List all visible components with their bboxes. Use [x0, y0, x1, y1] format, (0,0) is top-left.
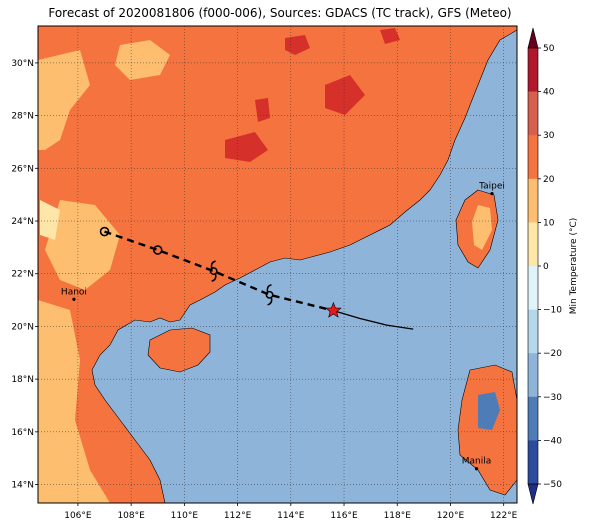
taiwan-mountains — [472, 205, 492, 250]
place-dot — [474, 467, 479, 471]
cool-zone-south — [38, 300, 110, 503]
colorbar-tick-label: −50 — [543, 480, 562, 490]
colorbar-tick-label: −30 — [543, 393, 562, 403]
latitude-ticks: 14°N 16°N 18°N 20°N 22°N 24°N 26°N 28°N 30°N — [11, 59, 38, 491]
colorbar-tick-label: 0 — [543, 262, 549, 272]
colorbar: 50 40 30 20 10 0 −10 −20 −30 −40 −50 — [527, 27, 562, 505]
longitude-ticks: 106°E 108°E 110°E 112°E 114°E 116°E 118°E 120°E… — [64, 503, 518, 521]
lon-tick-label: 106°E — [64, 511, 92, 521]
lat-tick-label: 16°N — [11, 428, 34, 438]
place-markers: Hanoi Taipei Manila — [61, 182, 505, 471]
lat-tick-label: 20°N — [11, 322, 34, 332]
colorbar-bottom-arrow — [527, 483, 539, 505]
gridlines — [38, 26, 517, 503]
lon-tick-label: 118°E — [384, 511, 412, 521]
tropical-depression-icon — [152, 245, 163, 255]
lat-tick-label: 26°N — [11, 164, 34, 174]
lon-tick-label: 114°E — [277, 511, 305, 521]
warm-zone-4 — [380, 28, 400, 44]
colorbar-segment — [528, 353, 538, 398]
warm-zone-1 — [285, 35, 310, 55]
colorbar-tick-label: −10 — [543, 306, 562, 316]
colorbar-segment — [528, 266, 538, 310]
tropical-depression-icon — [99, 226, 110, 237]
place-label: Taipei — [478, 182, 505, 192]
colorbar-tick-label: 10 — [543, 218, 555, 228]
colorbar-segment — [528, 135, 538, 180]
cool-zone-valley — [45, 200, 120, 290]
lon-tick-label: 120°E — [437, 511, 465, 521]
place-label: Hanoi — [61, 287, 87, 297]
lat-tick-label: 22°N — [11, 270, 34, 280]
colorbar-tick-label: −40 — [543, 436, 562, 446]
storm-symbols — [99, 226, 274, 306]
luzon-island — [457, 364, 517, 496]
colorbar-segment — [528, 309, 538, 354]
lat-tick-label: 24°N — [11, 217, 34, 227]
colorbar-segment — [528, 48, 538, 92]
colorbar-tick-label: 50 — [543, 44, 555, 54]
warm-zone-2 — [325, 75, 365, 115]
lat-tick-label: 30°N — [11, 59, 34, 69]
colorbar-tick-label: 40 — [543, 88, 555, 98]
lat-tick-label: 28°N — [11, 112, 34, 122]
cool-zone-west — [38, 50, 90, 150]
colorbar-segment — [528, 440, 538, 485]
lon-tick-label: 108°E — [117, 511, 145, 521]
colorbar-tick-label: −20 — [543, 349, 562, 359]
mainland-landmass — [38, 26, 517, 503]
tropical-storm-icon — [265, 284, 274, 306]
lon-tick-label: 116°E — [330, 511, 358, 521]
colorbar-top-arrow — [527, 27, 539, 49]
place-dot — [72, 297, 76, 301]
colorbar-tick-label: 20 — [543, 175, 555, 185]
lon-tick-label: 112°E — [224, 511, 252, 521]
map-layers: Hanoi Taipei Manila — [38, 26, 517, 503]
current-position-marker — [325, 301, 342, 318]
luzon-highlands — [478, 392, 500, 430]
place-dot — [490, 192, 494, 196]
colorbar-segment — [528, 91, 538, 136]
warm-zone-3 — [225, 132, 268, 162]
forecast-track — [104, 230, 334, 312]
map-frame — [37, 25, 518, 504]
lon-tick-label: 110°E — [171, 511, 199, 521]
place-label: Manila — [462, 457, 492, 467]
colorbar-label: Min Temperature (°C) — [569, 218, 579, 315]
colorbar-segment — [528, 178, 538, 223]
cold-zone — [40, 200, 60, 240]
cool-zone-north — [115, 40, 170, 80]
colorbar-segment — [528, 222, 538, 267]
colorbar-tick-label: 30 — [543, 131, 555, 141]
lon-tick-label: 122°E — [490, 511, 518, 521]
tropical-storm-icon — [209, 260, 218, 282]
lat-tick-label: 14°N — [11, 481, 34, 491]
map-title: Forecast of 2020081806 (f000-006), Sourc… — [48, 6, 512, 20]
warm-zone-5 — [255, 98, 270, 122]
colorbar-segment — [528, 396, 538, 441]
past-track — [333, 309, 414, 330]
lat-tick-label: 18°N — [11, 375, 34, 385]
hainan-island — [147, 327, 211, 373]
